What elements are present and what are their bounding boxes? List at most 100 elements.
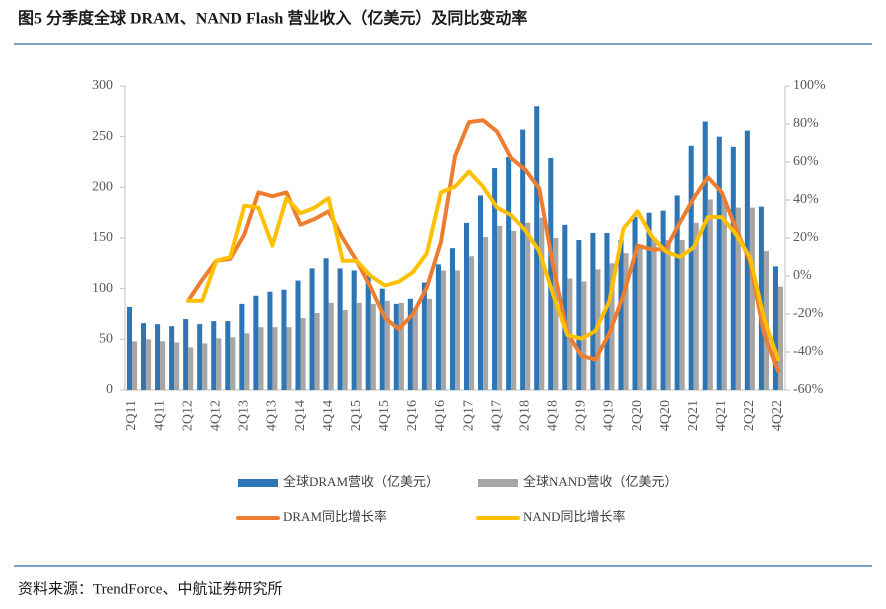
bar bbox=[323, 258, 329, 390]
chart-title: 图5 分季度全球 DRAM、NAND Flash 营业收入（亿美元）及同比变动率 bbox=[18, 9, 527, 28]
source: 资料来源：TrendForce、中航证券研究所 bbox=[18, 580, 282, 597]
bar bbox=[777, 286, 784, 390]
bar bbox=[604, 232, 610, 390]
bar bbox=[440, 270, 447, 390]
bar bbox=[576, 240, 582, 390]
bar bbox=[202, 343, 208, 390]
bar bbox=[646, 212, 652, 390]
bar bbox=[337, 268, 343, 390]
bar bbox=[539, 217, 545, 390]
bar bbox=[253, 295, 259, 390]
legend-swatch bbox=[478, 479, 518, 487]
x-tick-label: 4Q15 bbox=[377, 400, 392, 431]
bar bbox=[660, 210, 666, 390]
bar bbox=[412, 307, 418, 390]
y-tick-label: 250 bbox=[92, 129, 113, 144]
bar bbox=[132, 341, 138, 390]
x-tick-label: 4Q22 bbox=[770, 400, 785, 431]
bar bbox=[267, 291, 273, 390]
x-tick-label: 4Q11 bbox=[152, 400, 167, 431]
bar bbox=[492, 168, 498, 390]
x-tick-label: 4Q18 bbox=[546, 400, 561, 431]
bar bbox=[623, 253, 629, 390]
legend-label: DRAM同比增长率 bbox=[283, 509, 387, 524]
bar bbox=[463, 222, 470, 390]
bar bbox=[286, 327, 292, 390]
bar bbox=[281, 289, 287, 390]
bar bbox=[744, 130, 750, 390]
bar bbox=[553, 238, 559, 390]
bar bbox=[160, 341, 166, 390]
x-tick-label: 4Q14 bbox=[321, 400, 336, 431]
bar bbox=[356, 302, 362, 390]
y2-tick-label: 100% bbox=[793, 78, 826, 93]
bar bbox=[295, 280, 301, 390]
legend-label: 全球DRAM营收（亿美元） bbox=[283, 474, 439, 489]
bar bbox=[735, 207, 741, 390]
bar bbox=[562, 224, 568, 390]
x-tick-label: 2Q13 bbox=[237, 400, 252, 431]
y-tick-label: 50 bbox=[99, 332, 113, 347]
bar bbox=[174, 342, 180, 390]
bar bbox=[651, 238, 657, 390]
bar bbox=[309, 268, 315, 390]
y2-tick-label: -60% bbox=[793, 382, 824, 397]
bar bbox=[707, 199, 713, 390]
x-tick-label: 2Q17 bbox=[461, 400, 476, 431]
bar bbox=[478, 195, 484, 390]
y2-tick-label: 80% bbox=[793, 116, 819, 131]
y2-tick-label: 0% bbox=[793, 268, 812, 283]
x-tick-label: 4Q17 bbox=[489, 400, 504, 431]
y-tick-label: 300 bbox=[92, 78, 113, 93]
bar bbox=[426, 298, 432, 390]
bar bbox=[637, 245, 643, 390]
x-tick-label: 2Q12 bbox=[180, 400, 195, 431]
bar bbox=[407, 298, 413, 390]
bar bbox=[702, 121, 708, 390]
bar bbox=[169, 326, 175, 390]
bar bbox=[370, 303, 376, 390]
bar bbox=[328, 302, 334, 390]
bar bbox=[749, 207, 755, 390]
line bbox=[186, 169, 780, 362]
bar bbox=[730, 146, 736, 390]
bar bbox=[300, 318, 306, 390]
bar bbox=[618, 240, 624, 390]
legend-label: 全球NAND营收（亿美元） bbox=[523, 474, 678, 489]
y2-tick-label: -20% bbox=[793, 306, 824, 321]
bar bbox=[351, 270, 357, 390]
bar bbox=[632, 216, 638, 390]
bar bbox=[421, 282, 427, 390]
x-tick-label: 4Q20 bbox=[658, 400, 673, 431]
bar bbox=[393, 303, 399, 390]
x-tick-label: 4Q21 bbox=[714, 400, 729, 431]
bar bbox=[506, 156, 512, 390]
y2-tick-label: 20% bbox=[793, 230, 819, 245]
bar bbox=[342, 309, 348, 390]
x-tick-label: 2Q22 bbox=[742, 400, 757, 431]
y-tick-label: 150 bbox=[92, 230, 113, 245]
bar bbox=[216, 338, 222, 390]
bar bbox=[665, 240, 671, 390]
bar bbox=[449, 248, 455, 390]
bar bbox=[721, 199, 727, 390]
bar bbox=[674, 195, 680, 390]
bar bbox=[384, 300, 390, 390]
y2-tick-label: 40% bbox=[793, 192, 819, 207]
bar bbox=[197, 324, 203, 390]
bar bbox=[272, 327, 278, 390]
bar bbox=[497, 225, 503, 390]
x-tick-label: 2Q21 bbox=[686, 400, 701, 431]
x-tick-label: 2Q18 bbox=[517, 400, 532, 431]
legend-swatch bbox=[238, 479, 278, 487]
x-tick-label: 2Q15 bbox=[349, 400, 364, 431]
x-tick-label: 2Q19 bbox=[574, 400, 589, 431]
bar bbox=[679, 240, 685, 390]
bar bbox=[548, 157, 554, 390]
x-tick-label: 2Q16 bbox=[405, 400, 420, 431]
bar bbox=[435, 264, 441, 390]
bar bbox=[244, 333, 250, 390]
x-tick-label: 4Q16 bbox=[433, 400, 448, 431]
y-tick-label: 100 bbox=[92, 281, 113, 296]
